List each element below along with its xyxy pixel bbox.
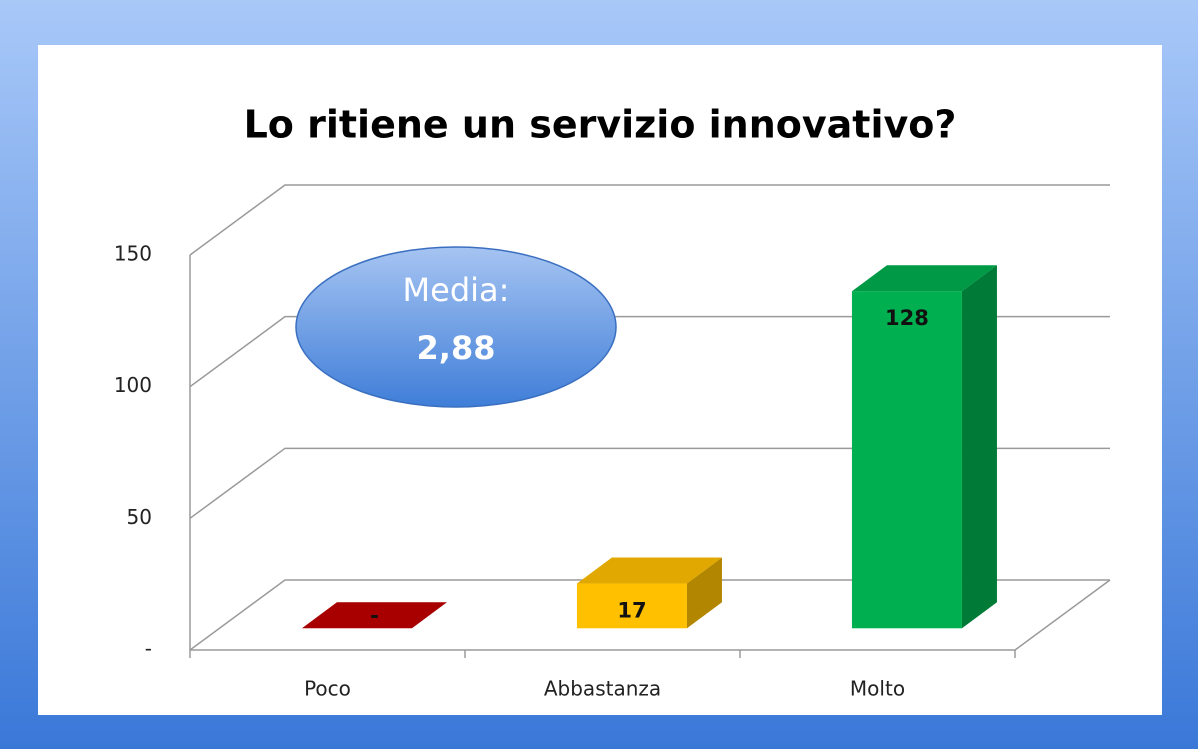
x-tick-label: Molto <box>850 677 905 701</box>
bar <box>851 291 962 629</box>
grid-line <box>189 184 1110 256</box>
grid-line <box>189 315 1110 388</box>
average-value: 2,88 <box>417 329 496 367</box>
bar-side <box>961 265 997 629</box>
bar-top-shade <box>576 557 722 584</box>
y-tick-label: 100 <box>114 373 152 397</box>
bar-side-shade <box>686 557 722 629</box>
x-tick-label: Poco <box>304 677 351 701</box>
bar-top <box>576 557 722 584</box>
y-tick-label: 50 <box>127 505 152 529</box>
x-tick-label: Abbastanza <box>544 677 661 701</box>
value-label: - <box>370 603 379 627</box>
bar-side <box>686 557 722 629</box>
average-label: Media: <box>403 271 510 309</box>
grid-line <box>189 447 1110 519</box>
grid-line <box>189 579 1110 651</box>
average-bubble <box>295 246 617 408</box>
bar-top-shade <box>301 602 447 629</box>
value-label: 128 <box>885 306 929 330</box>
bar-top-shade <box>851 265 997 292</box>
bar-side-shade <box>961 265 997 629</box>
bar <box>576 583 687 629</box>
y-tick-label: 150 <box>114 242 152 266</box>
value-label: 17 <box>617 599 646 623</box>
chart-title: Lo ritiene un servizio innovativo? <box>244 103 957 147</box>
y-tick-label: - <box>145 637 152 661</box>
bar-top <box>301 602 447 629</box>
bar-top <box>851 265 997 292</box>
